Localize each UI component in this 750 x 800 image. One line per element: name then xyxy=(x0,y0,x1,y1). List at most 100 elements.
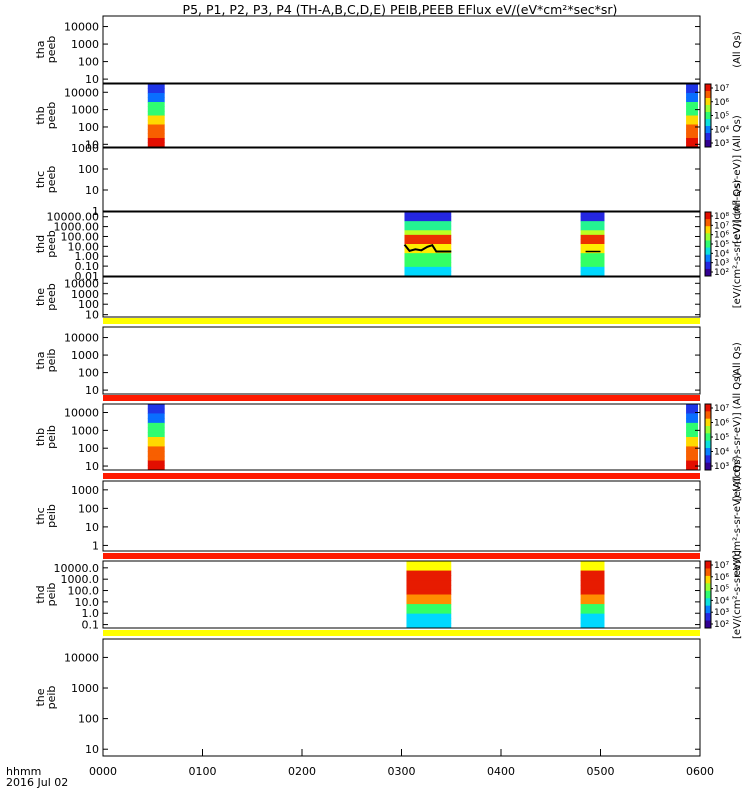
spectrogram-cell xyxy=(580,584,605,591)
spectrogram-cell xyxy=(147,451,165,457)
colorbar-tick-label: 10⁷ xyxy=(714,561,729,571)
panel-label: peib xyxy=(45,686,58,710)
y-tick-label: 10.00 xyxy=(68,240,100,253)
spectrogram-cell xyxy=(580,225,605,231)
y-tick-label: 1.00 xyxy=(75,250,100,263)
colorbar-cell xyxy=(705,462,711,471)
y-tick-label: 10 xyxy=(85,521,99,534)
spectrogram-cell xyxy=(580,262,605,268)
colorbar-frame xyxy=(704,560,712,629)
x-tick-label: 0500 xyxy=(587,765,615,778)
spectrogram-cell xyxy=(406,599,452,605)
y-tick-label: 1000 xyxy=(71,682,99,695)
y-tick-label: 1000 xyxy=(71,349,99,362)
colorbar-cell xyxy=(705,426,711,434)
spectrogram-cell xyxy=(580,257,605,263)
panel-frame xyxy=(102,276,701,318)
colorbar-tick-label: 10³ xyxy=(714,139,729,149)
panel-frame xyxy=(102,480,701,552)
spectrogram-cell xyxy=(580,594,605,600)
panel-frame xyxy=(102,403,701,471)
panel-label: peib xyxy=(45,425,58,449)
spectrogram-cell xyxy=(404,262,452,268)
panel-frame xyxy=(102,83,701,148)
spectrogram-cell xyxy=(580,589,605,595)
y-tick-label: 1000 xyxy=(71,288,99,301)
colorbar-cell xyxy=(705,233,711,241)
colorbar-cell xyxy=(705,226,711,234)
panel-label: the xyxy=(34,288,47,306)
spectrogram-cell xyxy=(147,138,165,143)
y-tick-label: 100 xyxy=(78,442,99,455)
spectrogram-cell xyxy=(686,142,699,148)
spectrogram-cell xyxy=(580,580,605,586)
panel-label: peeb xyxy=(45,102,58,130)
spectrogram-cell xyxy=(406,604,452,610)
spectrogram-cell xyxy=(404,253,452,259)
spectrogram-cell xyxy=(404,257,452,263)
spectrogram-cell xyxy=(147,106,165,112)
colorbar-tick-label: 10⁶ xyxy=(714,573,729,583)
panel-label: the xyxy=(34,688,47,706)
colorbar-cell xyxy=(705,583,711,592)
spectrogram-cell xyxy=(686,115,699,121)
y-tick-label: 100 xyxy=(78,502,99,515)
spectrogram-cell xyxy=(406,623,452,629)
spectrogram-cell xyxy=(686,451,699,457)
panel-label: peib xyxy=(45,583,58,607)
spectrogram-cell xyxy=(406,589,452,595)
panel-label: peib xyxy=(45,349,58,373)
spectrogram-cell xyxy=(580,618,605,624)
colorbar-tick-label: 10³ xyxy=(714,608,729,618)
y-tick-label: 10 xyxy=(85,309,99,322)
status-bar xyxy=(103,553,700,559)
colorbar-tick-label: 10⁴ xyxy=(714,448,729,458)
spectrogram-cell xyxy=(686,437,699,443)
spectrogram-cell xyxy=(147,97,165,103)
colorbar-tick-label: 10⁵ xyxy=(714,433,729,443)
spectrogram-cell xyxy=(686,465,699,471)
colorbar-cell xyxy=(705,598,711,607)
spectrogram-cell xyxy=(580,216,605,222)
colorbar-tick-label: 10⁶ xyxy=(714,98,729,108)
spectrogram-cell xyxy=(404,221,452,227)
status-bar xyxy=(103,630,700,636)
x-tick-label: 0400 xyxy=(487,765,515,778)
x-tick-label: 0200 xyxy=(288,765,316,778)
spectrogram-cell xyxy=(686,441,699,447)
spectrogram-cell xyxy=(406,584,452,591)
colorbar-cell xyxy=(705,219,711,227)
y-tick-label: 10.0 xyxy=(75,596,100,609)
colorbar-label: (All Qs) xyxy=(732,31,743,68)
panel-label: thd xyxy=(34,585,47,603)
colorbar-cell xyxy=(705,240,711,249)
colorbar-tick-label: 10³ xyxy=(714,462,729,472)
y-tick-label: 100 xyxy=(78,56,99,69)
y-tick-label: 1000.00 xyxy=(54,221,100,234)
figure-title: P5, P1, P2, P3, P4 (TH-A,B,C,D,E) PEIB,P… xyxy=(183,2,618,17)
colorbar-label: (All Qs) xyxy=(732,342,743,379)
spectrogram-cell xyxy=(686,460,699,466)
spectrogram-cell xyxy=(147,84,165,89)
panel-label: tha xyxy=(34,40,47,58)
spectrogram-cell xyxy=(406,565,452,572)
spectrogram-cell xyxy=(580,623,605,629)
panel-label: peeb xyxy=(45,283,58,311)
spectrogram-cell xyxy=(686,111,699,116)
colorbar-label: [eV/(cm²-s-sr-eV)] (All Qs) xyxy=(732,180,743,309)
spectrogram-cell xyxy=(404,212,452,218)
panel-frame xyxy=(102,147,701,212)
spectrogram-cell xyxy=(406,608,452,615)
y-tick-label: 10 xyxy=(85,73,99,86)
panel-label: peib xyxy=(45,504,58,528)
spectrogram-cell xyxy=(404,239,452,245)
y-tick-label: 0.1 xyxy=(82,619,100,632)
y-tick-label: 100.0 xyxy=(68,585,100,598)
time-axis: 0000 0100 0200 0300 0400 0500 0600 xyxy=(89,749,714,778)
spectrogram-cell xyxy=(580,239,605,245)
colorbar-tick-label: 10⁷ xyxy=(714,221,729,231)
